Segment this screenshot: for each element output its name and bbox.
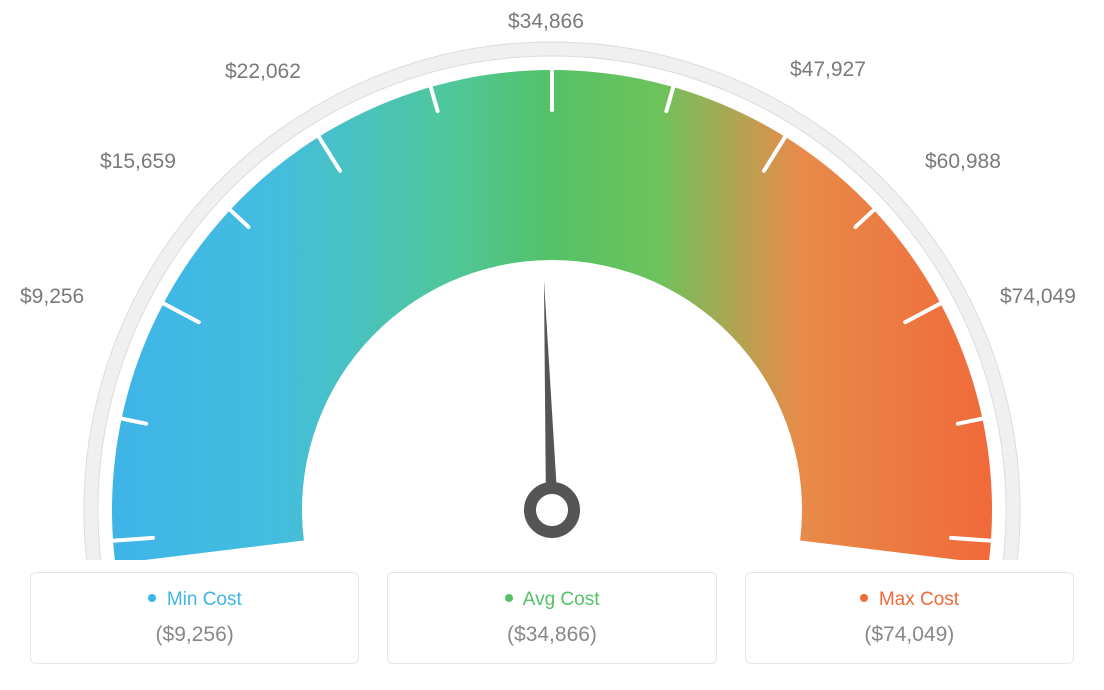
min-cost-title: Min Cost (43, 589, 346, 611)
gauge-needle (544, 280, 558, 510)
max-dot-icon (860, 594, 868, 602)
gauge-tick-label: $15,659 (100, 150, 176, 174)
gauge-area: $9,256 $15,659 $22,062 $34,866 $47,927 $60,98… (0, 0, 1104, 560)
min-dot-icon (148, 594, 156, 602)
gauge-tick (113, 538, 153, 541)
avg-cost-value: ($34,866) (400, 623, 703, 647)
min-cost-value: ($9,256) (43, 623, 346, 647)
gauge-tick-label: $60,988 (925, 150, 1001, 174)
max-label: Max Cost (879, 589, 959, 610)
avg-cost-title: Avg Cost (400, 589, 703, 611)
cost-gauge-chart: $9,256 $15,659 $22,062 $34,866 $47,927 $60,98… (0, 0, 1104, 690)
min-cost-card: Min Cost ($9,256) (30, 572, 359, 664)
summary-cards: Min Cost ($9,256) Avg Cost ($34,866) Max… (0, 552, 1104, 690)
max-cost-card: Max Cost ($74,049) (745, 572, 1074, 664)
gauge-hub-icon (530, 488, 574, 532)
max-cost-value: ($74,049) (758, 623, 1061, 647)
avg-label: Avg Cost (523, 589, 600, 610)
gauge-tick-label: $34,866 (508, 10, 584, 34)
max-cost-title: Max Cost (758, 589, 1061, 611)
gauge-svg (0, 0, 1104, 560)
avg-dot-icon (505, 594, 513, 602)
gauge-tick (951, 538, 991, 541)
gauge-tick-label: $22,062 (225, 60, 301, 84)
min-label: Min Cost (167, 589, 242, 610)
gauge-tick-label: $74,049 (1000, 285, 1076, 309)
avg-cost-card: Avg Cost ($34,866) (387, 572, 716, 664)
gauge-tick-label: $47,927 (790, 58, 866, 82)
gauge-tick-label: $9,256 (20, 285, 84, 309)
